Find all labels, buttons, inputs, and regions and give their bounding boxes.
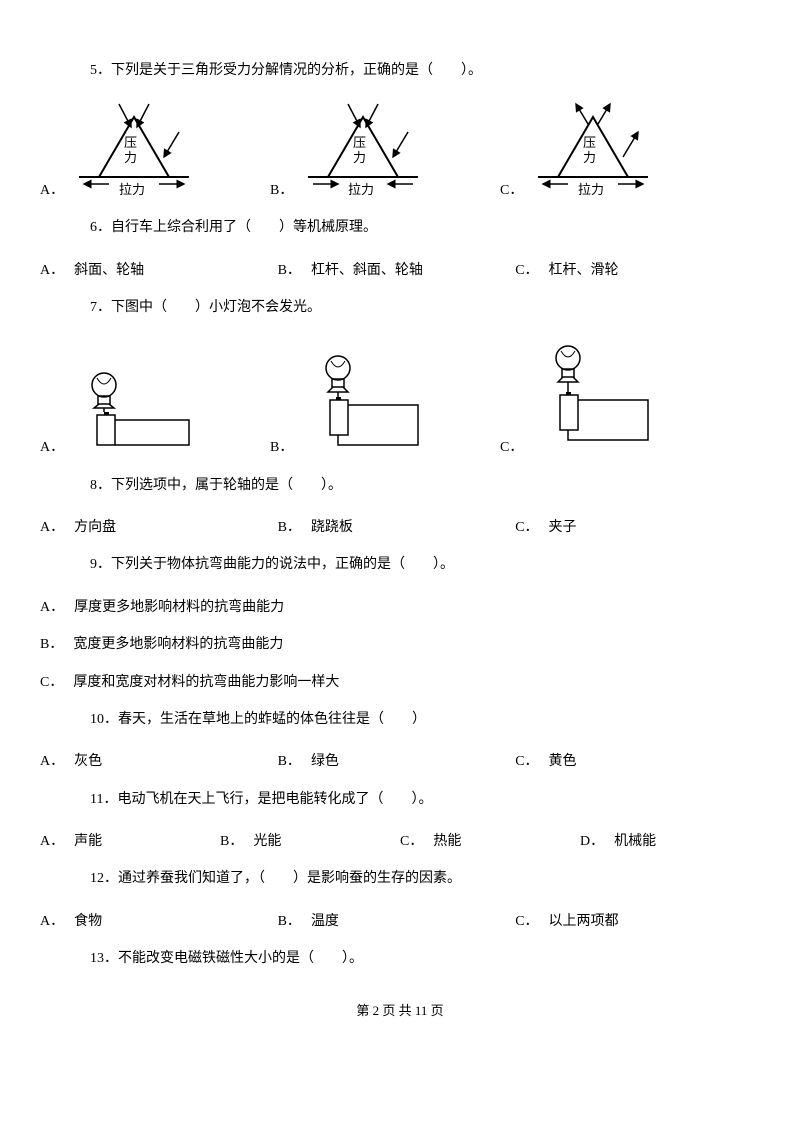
q6-options: A．斜面、轮轴 B．杠杆、斜面、轮轴 C．杠杆、滑轮 bbox=[40, 260, 760, 297]
question-6: 6．自行车上综合利用了（ ）等机械原理。 bbox=[40, 217, 760, 239]
question-11: 11．电动飞机在天上飞行，是把电能转化成了（ ）。 bbox=[40, 789, 760, 811]
q5-body: ．下列是关于三角形受力分解情况的分析，正确的是（ ）。 bbox=[97, 63, 482, 78]
page-footer: 第 2 页 共 11 页 bbox=[40, 1001, 760, 1022]
q5-opt-a-label: A． bbox=[40, 180, 64, 202]
q12-options: A．食物 B．温度 C．以上两项都 bbox=[40, 911, 760, 948]
q7-opt-a-label: A． bbox=[40, 437, 64, 459]
q13-body: ．不能改变电磁铁磁性大小的是（ ）。 bbox=[104, 951, 363, 966]
svg-text:力: 力 bbox=[583, 150, 596, 165]
q5-options: A． 压 力 拉力 B． bbox=[40, 102, 760, 217]
q8-option-a: A．方向盘 bbox=[40, 517, 278, 539]
q7-number: 7 bbox=[90, 300, 97, 315]
question-7-text: 7．下图中（ ）小灯泡不会发光。 bbox=[90, 297, 760, 319]
triangle-diagram-c: 压 力 拉力 bbox=[528, 102, 658, 202]
triangle-diagram-a: 压 力 拉力 bbox=[69, 102, 199, 202]
question-13-text: 13．不能改变电磁铁磁性大小的是（ ）。 bbox=[90, 948, 760, 970]
q5-option-b: B． 压 力 拉力 bbox=[270, 102, 500, 202]
q9-option-c: C．厚度和宽度对材料的抗弯曲能力影响一样大 bbox=[40, 672, 760, 694]
svg-text:拉力: 拉力 bbox=[348, 182, 374, 197]
question-9: 9．下列关于物体抗弯曲能力的说法中，正确的是（ ）。 bbox=[40, 554, 760, 576]
q10-number: 10 bbox=[90, 712, 104, 727]
q11-options: A．声能 B．光能 C．热能 D．机械能 bbox=[40, 831, 760, 868]
bulb-diagram-a bbox=[69, 360, 209, 460]
q9-number: 9 bbox=[90, 557, 97, 572]
q6-option-b: B．杠杆、斜面、轮轴 bbox=[278, 260, 516, 282]
question-10-text: 10．春天，生活在草地上的蚱蜢的体色往往是（ ） bbox=[90, 709, 760, 731]
q9-options: A．厚度更多地影响材料的抗弯曲能力 B．宽度更多地影响材料的抗弯曲能力 C．厚度… bbox=[40, 597, 760, 694]
q10-option-b: B．绿色 bbox=[278, 751, 516, 773]
question-10: 10．春天，生活在草地上的蚱蜢的体色往往是（ ） bbox=[40, 709, 760, 731]
q7-options: A． B． bbox=[40, 340, 760, 475]
svg-text:压: 压 bbox=[124, 135, 137, 150]
q12-option-b: B．温度 bbox=[278, 911, 516, 933]
q7-body: ．下图中（ ）小灯泡不会发光。 bbox=[97, 300, 321, 315]
q11-option-a: A．声能 bbox=[40, 831, 220, 853]
q7-option-a: A． bbox=[40, 340, 270, 460]
bulb-diagram-c bbox=[528, 340, 668, 460]
bulb-diagram-b bbox=[298, 350, 438, 460]
triangle-diagram-b: 压 力 拉力 bbox=[298, 102, 428, 202]
question-12-text: 12．通过养蚕我们知道了，（ ）是影响蚕的生存的因素。 bbox=[90, 868, 760, 890]
q5-opt-b-label: B． bbox=[270, 180, 293, 202]
q5-number: 5 bbox=[90, 63, 97, 78]
q11-option-d: D．机械能 bbox=[580, 831, 760, 853]
q12-option-a: A．食物 bbox=[40, 911, 278, 933]
q9-option-a: A．厚度更多地影响材料的抗弯曲能力 bbox=[40, 597, 760, 619]
question-8: 8．下列选项中，属于轮轴的是（ ）。 bbox=[40, 475, 760, 497]
question-8-text: 8．下列选项中，属于轮轴的是（ ）。 bbox=[90, 475, 760, 497]
question-5: 5．下列是关于三角形受力分解情况的分析，正确的是（ ）。 bbox=[40, 60, 760, 82]
q12-number: 12 bbox=[90, 871, 104, 886]
question-5-text: 5．下列是关于三角形受力分解情况的分析，正确的是（ ）。 bbox=[90, 60, 760, 82]
q12-body: ．通过养蚕我们知道了，（ ）是影响蚕的生存的因素。 bbox=[104, 871, 461, 886]
q6-option-c: C．杠杆、滑轮 bbox=[515, 260, 753, 282]
q10-body: ．春天，生活在草地上的蚱蜢的体色往往是（ ） bbox=[104, 712, 426, 727]
q7-opt-b-label: B． bbox=[270, 437, 293, 459]
q5-option-a: A． 压 力 拉力 bbox=[40, 102, 270, 202]
svg-text:压: 压 bbox=[353, 135, 366, 150]
q5-opt-c-label: C． bbox=[500, 180, 523, 202]
question-12: 12．通过养蚕我们知道了，（ ）是影响蚕的生存的因素。 bbox=[40, 868, 760, 890]
svg-text:拉力: 拉力 bbox=[578, 182, 604, 197]
q10-option-a: A．灰色 bbox=[40, 751, 278, 773]
q8-option-c: C．夹子 bbox=[515, 517, 753, 539]
q9-option-b: B．宽度更多地影响材料的抗弯曲能力 bbox=[40, 634, 760, 656]
q7-option-c: C． bbox=[500, 340, 730, 460]
q8-body: ．下列选项中，属于轮轴的是（ ）。 bbox=[97, 478, 342, 493]
question-9-text: 9．下列关于物体抗弯曲能力的说法中，正确的是（ ）。 bbox=[90, 554, 760, 576]
svg-text:拉力: 拉力 bbox=[119, 182, 145, 197]
q11-option-c: C．热能 bbox=[400, 831, 580, 853]
q5-option-c: C． 压 力 拉力 bbox=[500, 102, 730, 202]
q7-opt-c-label: C． bbox=[500, 437, 523, 459]
question-6-text: 6．自行车上综合利用了（ ）等机械原理。 bbox=[90, 217, 760, 239]
q12-option-c: C．以上两项都 bbox=[515, 911, 753, 933]
q8-options: A．方向盘 B．跷跷板 C．夹子 bbox=[40, 517, 760, 554]
q7-option-b: B． bbox=[270, 340, 500, 460]
q11-option-b: B．光能 bbox=[220, 831, 400, 853]
q10-option-c: C．黄色 bbox=[515, 751, 753, 773]
svg-text:力: 力 bbox=[124, 150, 137, 165]
q10-options: A．灰色 B．绿色 C．黄色 bbox=[40, 751, 760, 788]
q13-number: 13 bbox=[90, 951, 104, 966]
question-13: 13．不能改变电磁铁磁性大小的是（ ）。 bbox=[40, 948, 760, 970]
q8-number: 8 bbox=[90, 478, 97, 493]
q9-body: ．下列关于物体抗弯曲能力的说法中，正确的是（ ）。 bbox=[97, 557, 454, 572]
question-11-text: 11．电动飞机在天上飞行，是把电能转化成了（ ）。 bbox=[90, 789, 760, 811]
q8-option-b: B．跷跷板 bbox=[278, 517, 516, 539]
q6-number: 6 bbox=[90, 220, 97, 235]
q6-body: ．自行车上综合利用了（ ）等机械原理。 bbox=[97, 220, 377, 235]
svg-text:力: 力 bbox=[353, 150, 366, 165]
question-7: 7．下图中（ ）小灯泡不会发光。 bbox=[40, 297, 760, 319]
q11-body: ．电动飞机在天上飞行，是把电能转化成了（ ）。 bbox=[103, 792, 432, 807]
q11-number: 11 bbox=[90, 792, 103, 807]
q6-option-a: A．斜面、轮轴 bbox=[40, 260, 278, 282]
svg-text:压: 压 bbox=[583, 135, 596, 150]
